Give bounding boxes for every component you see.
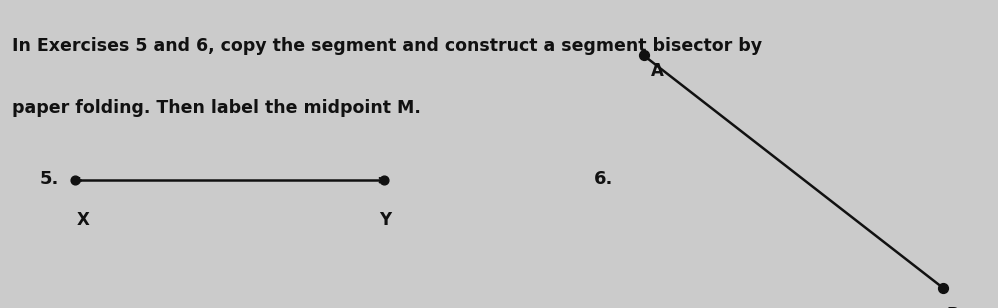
- Text: A: A: [651, 62, 664, 79]
- Text: 5.: 5.: [40, 170, 59, 188]
- Text: 6.: 6.: [594, 170, 613, 188]
- Point: [67, 178, 83, 183]
- Point: [935, 286, 951, 290]
- Text: Y: Y: [379, 211, 391, 229]
- Text: X: X: [77, 211, 90, 229]
- Text: In Exercises 5 and 6, copy the segment and construct a segment bisector by: In Exercises 5 and 6, copy the segment a…: [12, 37, 762, 55]
- Point: [636, 53, 652, 58]
- Text: B: B: [946, 306, 959, 308]
- Text: paper folding. Then label the midpoint M.: paper folding. Then label the midpoint M…: [12, 99, 421, 116]
- Point: [376, 178, 392, 183]
